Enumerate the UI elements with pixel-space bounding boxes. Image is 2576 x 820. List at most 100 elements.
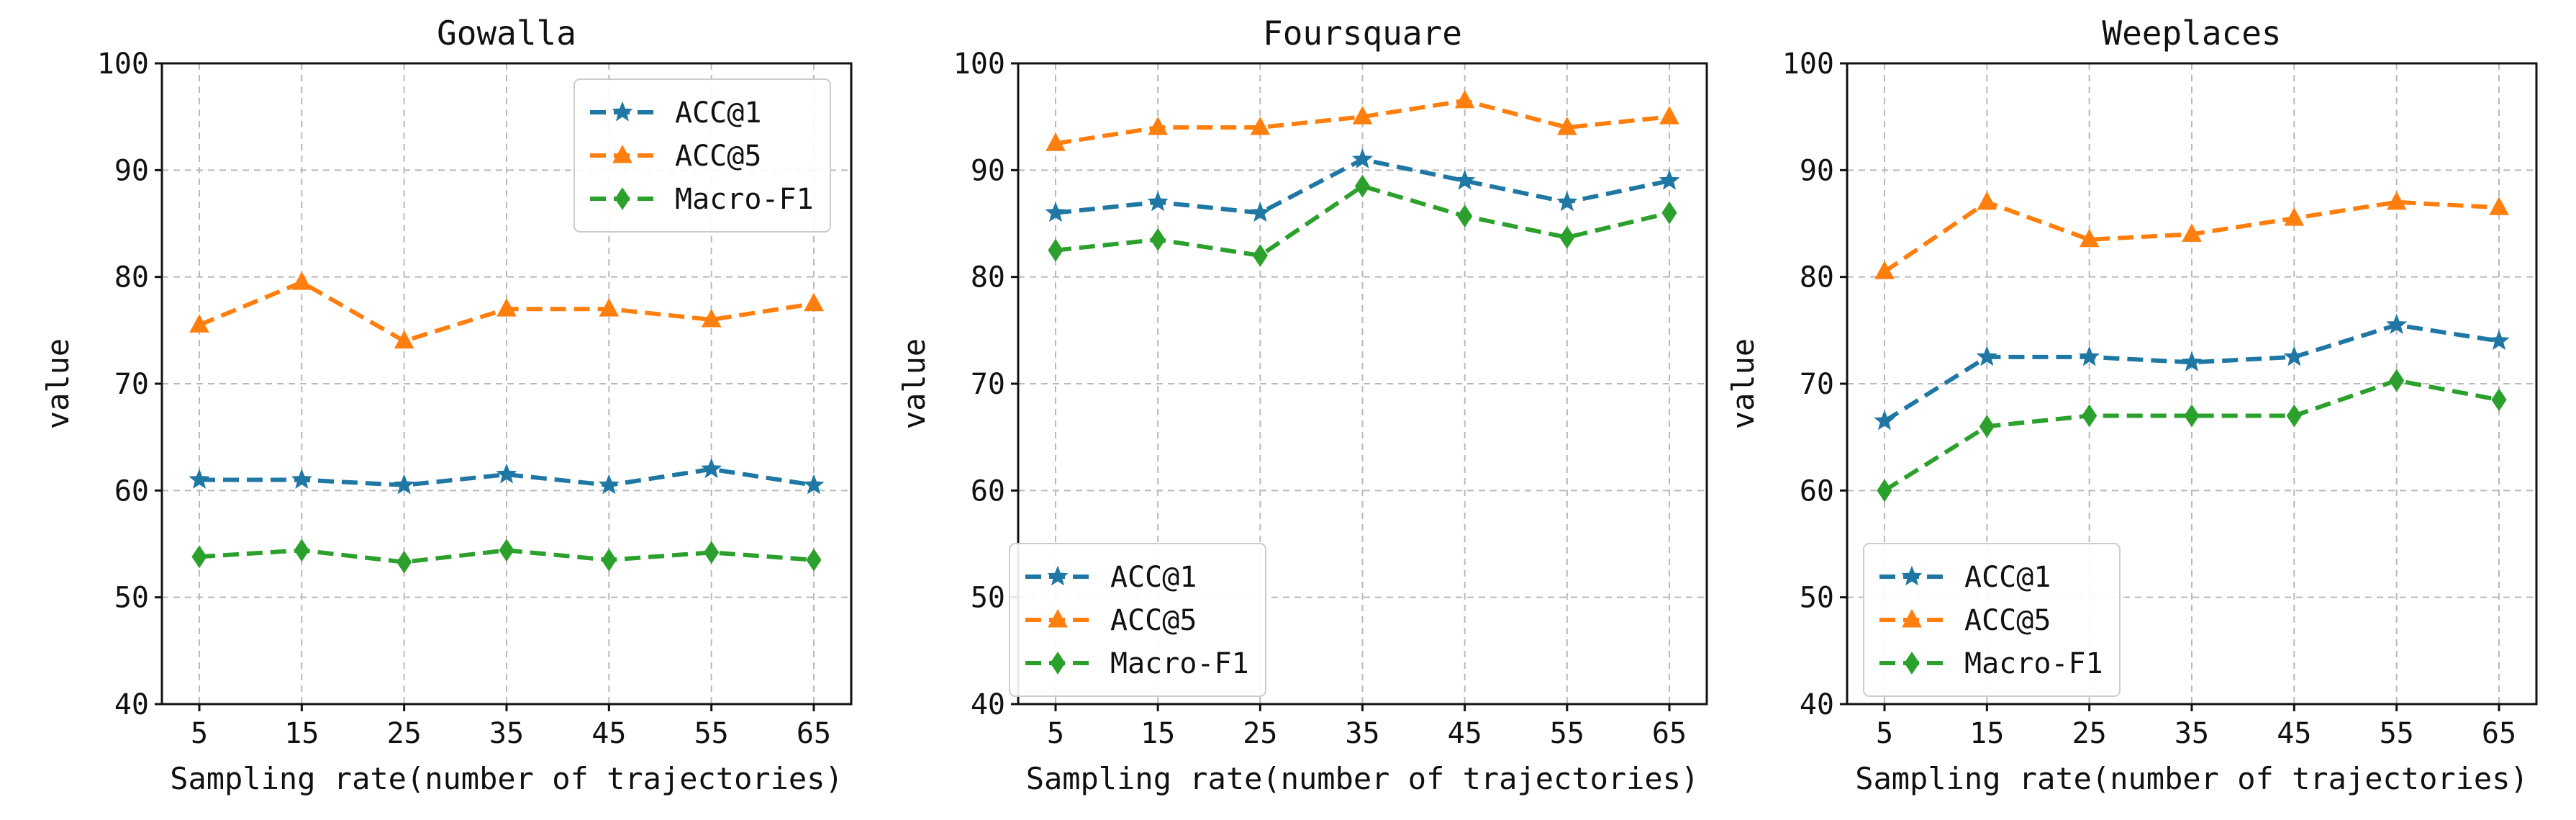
x-tick-label: 25 xyxy=(1243,717,1277,750)
data-point xyxy=(701,458,722,479)
legend-label: ACC@5 xyxy=(1110,604,1197,637)
chart-panel-weeplaces: 40 50 60 70 80 90 100 5 15 25 35 45 55 65 Weeplaces Sam… xyxy=(1725,14,2538,796)
data-point xyxy=(2488,330,2510,351)
data-point xyxy=(2182,223,2202,242)
data-point xyxy=(1877,479,1892,503)
y-tick-label: 100 xyxy=(953,48,1005,81)
x-tick-label: 5 xyxy=(1047,717,1064,750)
data-point xyxy=(2079,228,2100,248)
data-point xyxy=(803,474,825,495)
data-point xyxy=(1249,202,1271,222)
series-macro-f1 xyxy=(1877,369,2507,503)
series-acc-1 xyxy=(1874,314,2510,431)
y-tick-label: 80 xyxy=(971,261,1005,294)
y-tick-label: 60 xyxy=(114,474,149,508)
x-tick-label: 5 xyxy=(191,717,208,750)
y-tick-label: 50 xyxy=(1800,582,1834,615)
data-point xyxy=(394,330,414,349)
x-tick-label: 15 xyxy=(284,717,319,750)
data-point xyxy=(701,308,722,328)
data-point xyxy=(1148,116,1169,135)
legend: ACC@1 ACC@5 Macro-F1 xyxy=(1009,543,1266,697)
series-acc-5 xyxy=(189,271,824,349)
data-point xyxy=(2082,404,2097,428)
chart-panel-gowalla: 40 50 60 70 80 90 100 5 15 25 35 45 55 65 Gowalla Sampl… xyxy=(40,14,853,796)
chart-title: Weeplaces xyxy=(2102,14,2281,53)
legend-box xyxy=(1863,543,2121,697)
series-macro-f1 xyxy=(191,539,822,574)
data-point xyxy=(499,539,514,562)
y-tick-label: 80 xyxy=(1800,261,1834,294)
data-point xyxy=(2389,369,2405,392)
x-tick-label: 15 xyxy=(1969,717,2004,750)
x-tick-label: 45 xyxy=(2277,717,2311,750)
legend-label: Macro-F1 xyxy=(1964,647,2103,680)
x-axis-label: Sampling rate(number of trajectories) xyxy=(170,761,843,796)
y-tick-label: 40 xyxy=(114,688,149,721)
data-point xyxy=(1556,191,1578,212)
y-axis-label: value xyxy=(40,338,76,429)
data-point xyxy=(1659,106,1679,125)
legend-label: ACC@1 xyxy=(1964,561,2051,594)
data-point xyxy=(1977,191,1997,210)
legend-marker xyxy=(1050,652,1066,675)
legend: ACC@1 ACC@5 Macro-F1 xyxy=(573,78,831,233)
series-acc-1 xyxy=(189,458,825,495)
data-point xyxy=(1352,106,1373,125)
x-tick-label: 25 xyxy=(2072,717,2107,750)
data-point xyxy=(2489,197,2509,215)
data-point xyxy=(599,298,620,317)
data-point xyxy=(1147,191,1169,212)
data-point xyxy=(2184,404,2200,428)
series-acc-5 xyxy=(1046,89,1679,151)
x-tick-label: 35 xyxy=(2174,717,2209,750)
legend-marker xyxy=(612,101,633,122)
y-tick-label: 60 xyxy=(1800,474,1834,508)
legend-label: ACC@5 xyxy=(675,140,761,173)
y-tick-label: 70 xyxy=(971,368,1005,401)
y-tick-label: 100 xyxy=(1782,48,1834,81)
legend-label: Macro-F1 xyxy=(1110,647,1249,680)
data-point xyxy=(2181,351,2203,371)
y-tick-label: 50 xyxy=(114,582,149,615)
x-tick-label: 65 xyxy=(1652,717,1687,750)
x-tick-label: 45 xyxy=(591,717,626,750)
y-axis-label: value xyxy=(897,338,932,429)
x-tick-label: 35 xyxy=(489,717,524,750)
data-point xyxy=(1045,202,1066,222)
x-tick-label: 55 xyxy=(1550,717,1584,750)
legend-marker xyxy=(1048,608,1068,628)
data-point xyxy=(396,550,412,574)
y-tick-label: 70 xyxy=(114,368,149,401)
data-point xyxy=(291,469,312,489)
x-tick-label: 15 xyxy=(1140,717,1175,750)
data-point xyxy=(1559,225,1575,249)
data-point xyxy=(1454,89,1475,109)
data-point xyxy=(2286,404,2302,428)
x-tick-label: 25 xyxy=(387,717,422,750)
data-point xyxy=(704,541,720,564)
legend-label: ACC@1 xyxy=(675,96,761,130)
data-point xyxy=(1661,201,1677,225)
y-axis-label: value xyxy=(1725,338,1761,429)
data-point xyxy=(191,545,207,569)
x-tick-label: 55 xyxy=(2380,717,2414,750)
series-macro-f1 xyxy=(1048,174,1677,267)
data-point xyxy=(496,463,517,484)
chart-title: Foursquare xyxy=(1263,14,1462,53)
data-point xyxy=(2079,346,2100,366)
data-point xyxy=(1659,169,1680,190)
data-point xyxy=(189,469,210,489)
chart-panel-foursquare: 40 50 60 70 80 90 100 5 15 25 35 45 55 65 Foursquare Sa… xyxy=(897,14,1708,796)
data-point xyxy=(1874,410,1895,431)
data-point xyxy=(1150,227,1166,251)
chart-title: Gowalla xyxy=(437,14,576,53)
series-acc-5 xyxy=(1874,191,2509,279)
data-point xyxy=(291,271,312,290)
y-tick-label: 100 xyxy=(97,48,149,81)
data-point xyxy=(601,548,617,572)
data-point xyxy=(1046,132,1066,151)
series-acc-1 xyxy=(1045,148,1680,222)
legend-box xyxy=(1009,543,1266,697)
data-point xyxy=(1556,116,1577,135)
